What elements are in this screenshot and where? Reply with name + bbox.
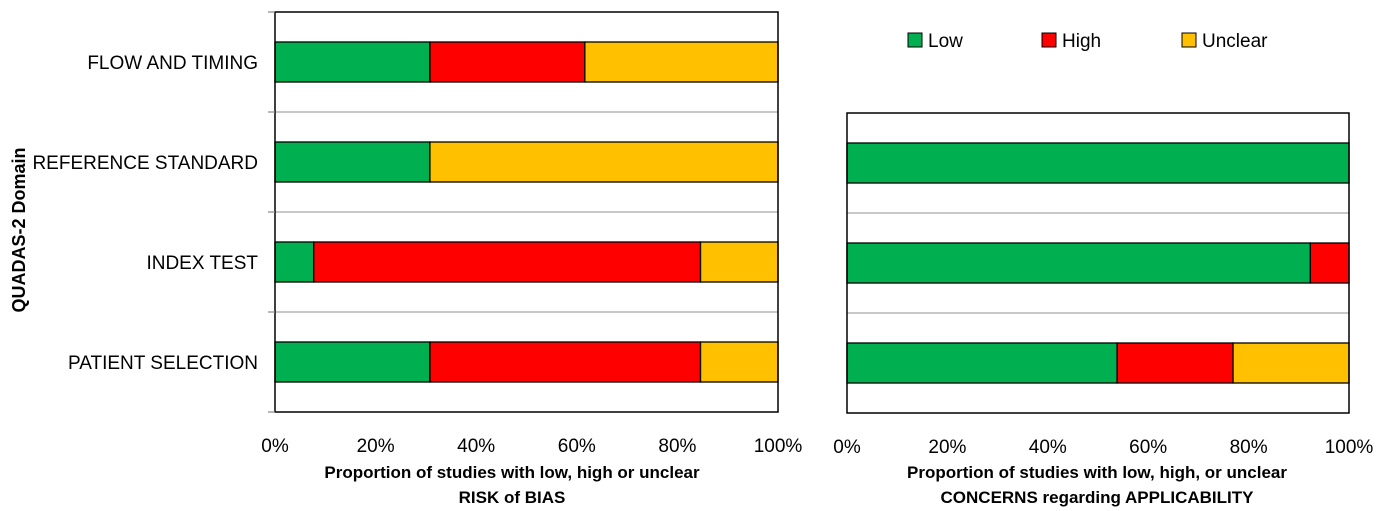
category-label: PATIENT SELECTION (68, 353, 258, 374)
x-tick-label: 60% (1129, 437, 1167, 458)
left-x-axis-title-line2: RISK of BIAS (459, 488, 566, 507)
legend: Low High Unclear (907, 31, 1268, 52)
x-tick-label: 40% (1029, 437, 1067, 458)
bar-unclear (1232, 342, 1350, 384)
bar-unclear (584, 41, 779, 83)
legend-swatch-high (1041, 32, 1057, 48)
legend-label-unclear: Unclear (1202, 31, 1268, 52)
x-tick-label: 100% (1325, 437, 1374, 458)
bar-unclear (699, 341, 779, 383)
legend-label-high: High (1062, 31, 1101, 52)
legend-swatch-low (907, 32, 923, 48)
x-tick-label: 40% (457, 436, 495, 457)
right-x-axis-title-line2: CONCERNS regarding APPLICABILITY (941, 488, 1255, 507)
y-axis-title: QUADAS-2 Domain (9, 147, 29, 312)
bar-low (274, 241, 315, 283)
left-x-axis-title-line1: Proportion of studies with low, high or … (324, 463, 700, 482)
x-tick-label: 20% (928, 437, 966, 458)
bar-unclear (429, 141, 779, 183)
bar-low (274, 41, 431, 83)
left-x-tick-labels: 0% 20% 40% 60% 80% 100% (261, 436, 802, 457)
right-x-tick-labels: 0% 20% 40% 60% 80% 100% (833, 437, 1373, 458)
right-x-axis-title-line1: Proportion of studies with low, high, or… (907, 463, 1287, 482)
x-tick-label: 60% (558, 436, 596, 457)
bar-unclear (699, 241, 779, 283)
category-label: REFERENCE STANDARD (32, 153, 258, 174)
x-tick-label: 0% (261, 436, 289, 457)
left-bars (274, 41, 779, 383)
legend-label-low: Low (928, 31, 963, 52)
left-gridlines (275, 111, 778, 313)
bar-high (429, 41, 586, 83)
bar-low (846, 242, 1311, 284)
x-tick-label: 100% (754, 436, 803, 457)
category-label: INDEX TEST (146, 253, 258, 274)
left-y-ticks (268, 11, 275, 413)
right-bars (846, 142, 1350, 384)
bar-high (1309, 242, 1350, 284)
risk-of-bias-chart: FLOW AND TIMING REFERENCE STANDARD INDEX T… (9, 11, 802, 507)
x-tick-label: 20% (357, 436, 395, 457)
x-tick-label: 80% (1230, 437, 1268, 458)
bar-low (846, 142, 1350, 184)
applicability-chart: 0% 20% 40% 60% 80% 100% Proportion of studies… (833, 112, 1373, 507)
bar-high (313, 241, 702, 283)
bar-high (1116, 342, 1234, 384)
left-category-labels: FLOW AND TIMING REFERENCE STANDARD INDEX T… (32, 53, 258, 374)
bar-high (429, 341, 702, 383)
bar-low (846, 342, 1118, 384)
bar-low (274, 341, 431, 383)
right-gridlines (847, 212, 1349, 314)
x-tick-label: 0% (833, 437, 861, 458)
bar-low (274, 141, 431, 183)
legend-swatch-unclear (1181, 32, 1197, 48)
right-plot-frame (846, 112, 1350, 414)
category-label: FLOW AND TIMING (87, 53, 258, 74)
x-tick-label: 80% (658, 436, 696, 457)
